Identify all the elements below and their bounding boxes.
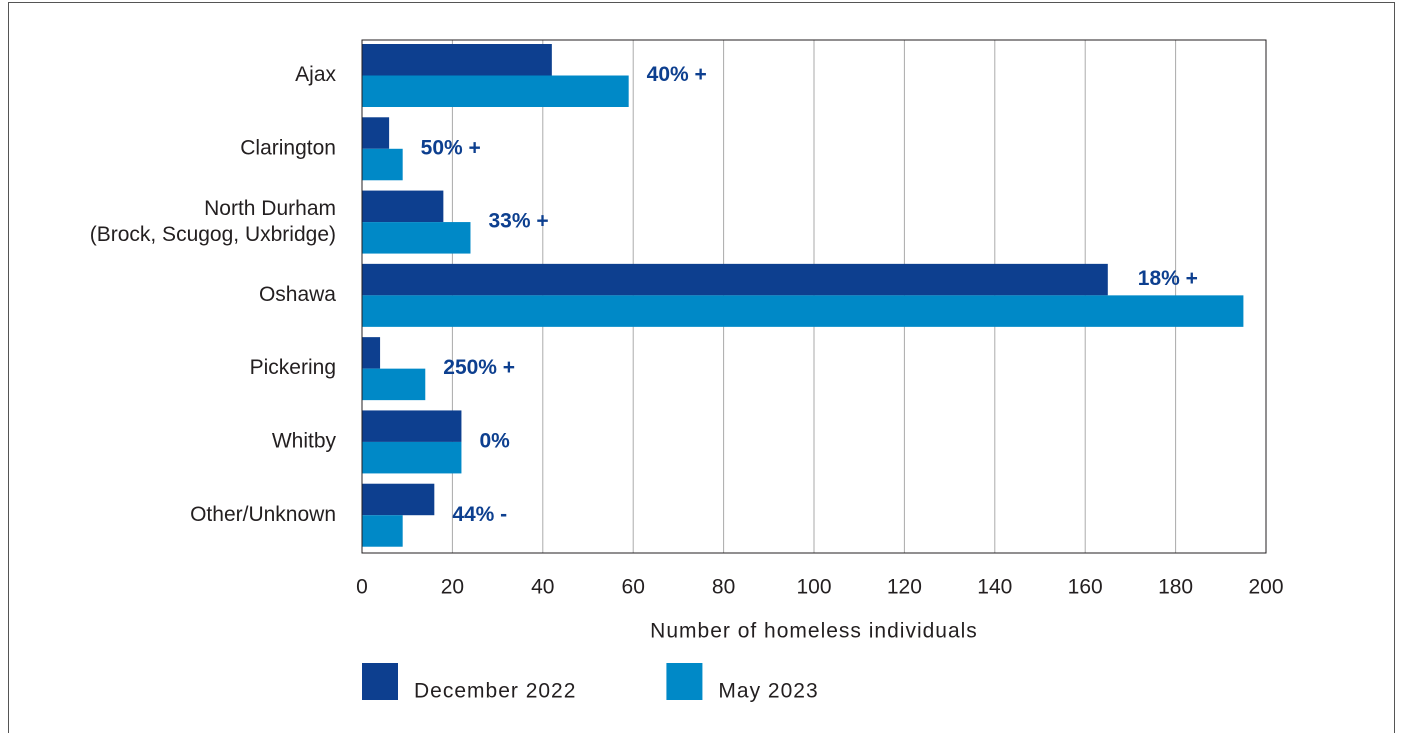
annotation: 33% + <box>488 210 548 233</box>
bar <box>362 441 462 474</box>
annotation: 44% - <box>452 503 507 526</box>
legend-label: May 2023 <box>718 680 818 703</box>
bar <box>362 222 471 254</box>
bar <box>362 515 403 547</box>
y-tick-label: Oshawa <box>259 283 336 306</box>
x-tick-label: 40 <box>531 576 554 599</box>
x-tick-label: 100 <box>796 576 831 599</box>
x-axis-title: Number of homeless individuals <box>650 620 978 643</box>
bar <box>362 148 403 181</box>
y-tick-label: Pickering <box>250 356 336 379</box>
bar <box>362 337 381 369</box>
legend-swatch <box>362 663 398 700</box>
bar <box>362 263 1108 296</box>
annotation: 0% <box>479 429 510 452</box>
annotation: 40% + <box>647 63 707 86</box>
x-tick-label: 180 <box>1158 576 1193 599</box>
x-tick-label: 20 <box>441 576 464 599</box>
plot-frame <box>361 39 1267 554</box>
x-tick-label: 120 <box>887 576 922 599</box>
bar <box>362 44 552 76</box>
bar <box>362 368 426 401</box>
bar <box>362 190 444 223</box>
bar <box>362 483 435 516</box>
y-tick-label: Ajax <box>295 63 336 86</box>
x-tick-label: 140 <box>977 576 1012 599</box>
x-tick-label: 80 <box>712 576 735 599</box>
annotation: 50% + <box>421 136 481 159</box>
x-tick-label: 0 <box>356 576 368 599</box>
y-tick-label: North Durham (Brock, Scugog, Uxbridge) <box>90 197 336 246</box>
legend-label: December 2022 <box>414 680 576 703</box>
bar <box>362 410 462 442</box>
y-tick-label: Whitby <box>272 429 337 452</box>
x-tick-label: 200 <box>1248 576 1283 599</box>
frame <box>8 2 1395 738</box>
legend-swatch <box>666 663 703 700</box>
bar <box>362 75 629 107</box>
y-tick-label: Clarington <box>240 136 336 159</box>
annotation: 18% + <box>1138 267 1198 290</box>
y-tick-label: Other/Unknown <box>190 503 336 526</box>
x-tick-label: 60 <box>622 576 645 599</box>
bar <box>362 295 1244 327</box>
annotation: 250% + <box>443 356 515 379</box>
bar <box>362 117 390 149</box>
x-tick-label: 160 <box>1068 576 1103 599</box>
